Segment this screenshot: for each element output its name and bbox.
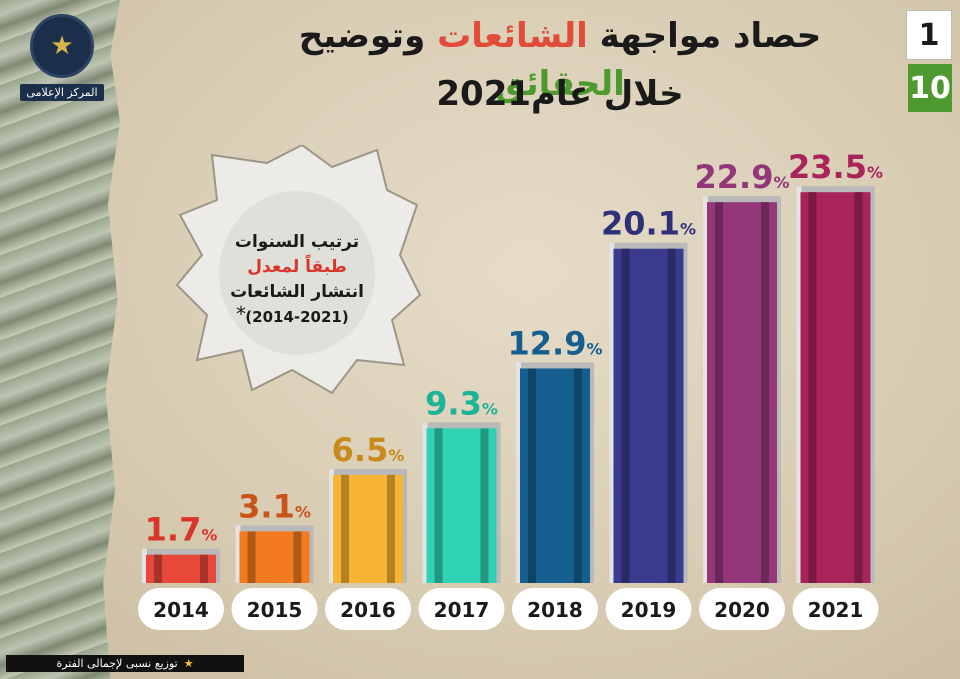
value-label: 12.9% <box>508 324 603 362</box>
year-pill <box>605 588 692 630</box>
bar-stripe-right <box>854 192 863 583</box>
bar-stripe-left <box>341 474 349 583</box>
page-current: 1 <box>906 10 952 60</box>
value-label: 6.5% <box>332 431 405 469</box>
value-label: 3.1% <box>238 487 311 525</box>
bar-stripe-right <box>761 202 769 583</box>
value-label: 23.5% <box>788 148 883 186</box>
value-label: 20.1% <box>601 205 696 243</box>
year-label: 2017 <box>434 598 490 622</box>
bar-frame-highlight <box>235 525 241 583</box>
footnote-text: توزيع نسبى لإجمالى الفترة <box>56 657 178 670</box>
eagle-emblem-icon: ★ <box>30 14 94 78</box>
bar-stripe-left <box>154 554 162 583</box>
bar-frame-highlight <box>609 242 615 583</box>
bar-stripe-right <box>200 554 208 583</box>
year-pill <box>138 588 224 630</box>
year-pill <box>231 588 318 630</box>
year-label: 2015 <box>247 598 303 622</box>
year-pill <box>325 588 411 630</box>
bar-frame-highlight <box>516 362 521 583</box>
logo-department-label: المركز الإعلامى <box>20 84 104 101</box>
callout-line-2: طبقاً لمعدل <box>247 257 347 277</box>
bar-stripe-right <box>293 531 302 583</box>
year-pill <box>792 588 879 630</box>
year-label: 2014 <box>153 598 209 622</box>
year-label: 2019 <box>621 598 677 622</box>
year-label: 2016 <box>340 598 396 622</box>
callout-line-4: (2014-2021) <box>245 308 349 326</box>
bar-frame-highlight <box>422 422 428 583</box>
year-pill <box>418 588 505 630</box>
callout-hole-shade <box>219 191 375 355</box>
bar-stripe-right <box>667 248 676 583</box>
bar-group-2018 <box>516 362 594 583</box>
callout-line-3: انتشار الشائعات <box>230 282 364 302</box>
year-label: 2021 <box>808 598 864 622</box>
bar-frame-highlight <box>329 468 334 583</box>
bar-stripe-left <box>715 202 723 583</box>
bar-group-2014 <box>142 548 220 583</box>
page-title: حصاد مواجهة الشائعات وتوضيح الحقائق <box>240 12 880 108</box>
year-label: 2020 <box>714 598 770 622</box>
year-pill <box>699 588 785 630</box>
title-part-2: وتوضيح <box>298 16 426 56</box>
callout-text: ترتيب السنوات طبقاً لمعدل انتشار الشائعا… <box>222 230 372 330</box>
bar-frame-highlight <box>703 196 708 583</box>
bar-stripe-right <box>574 368 582 583</box>
bar-frame-highlight <box>142 548 147 583</box>
title-facts: الحقائق <box>495 64 625 104</box>
bar-stripe-left <box>247 531 256 583</box>
page-subtitle: خلال عام2021 <box>436 74 684 114</box>
bar-group-2017 <box>422 422 501 583</box>
title-rumors: الشائعات <box>437 16 588 56</box>
callout-asterisk: * <box>236 302 246 326</box>
bar-group-2020 <box>703 196 781 583</box>
value-label: 22.9% <box>695 158 790 196</box>
bar-stripe-right <box>387 474 395 583</box>
bar-frame-highlight <box>796 186 802 583</box>
bar-group-2019 <box>609 242 688 583</box>
newspaper-collage-strip <box>0 0 120 679</box>
callout-line-1: ترتيب السنوات <box>234 232 360 252</box>
bar-stripe-left <box>434 428 443 583</box>
bar-group-2016 <box>329 468 407 583</box>
bar-group-2021 <box>796 186 875 583</box>
value-label: 1.7% <box>145 511 218 549</box>
footnote-star-icon: ★ <box>183 657 194 670</box>
bar-stripe-left <box>528 368 536 583</box>
bar-stripe-right <box>480 428 489 583</box>
year-pill <box>512 588 598 630</box>
cabinet-logo: ★ المركز الإعلامى <box>20 14 104 114</box>
footnote: ★ توزيع نسبى لإجمالى الفترة <box>6 655 244 672</box>
bar-stripe-left <box>808 192 817 583</box>
value-label: 9.3% <box>425 384 498 422</box>
torn-paper-callout <box>175 145 422 395</box>
page-total: 10 <box>908 64 952 112</box>
year-label: 2018 <box>527 598 583 622</box>
title-part-1: حصاد مواجهة <box>599 16 822 56</box>
bar-group-2015 <box>235 525 314 583</box>
bar-stripe-left <box>621 248 630 583</box>
